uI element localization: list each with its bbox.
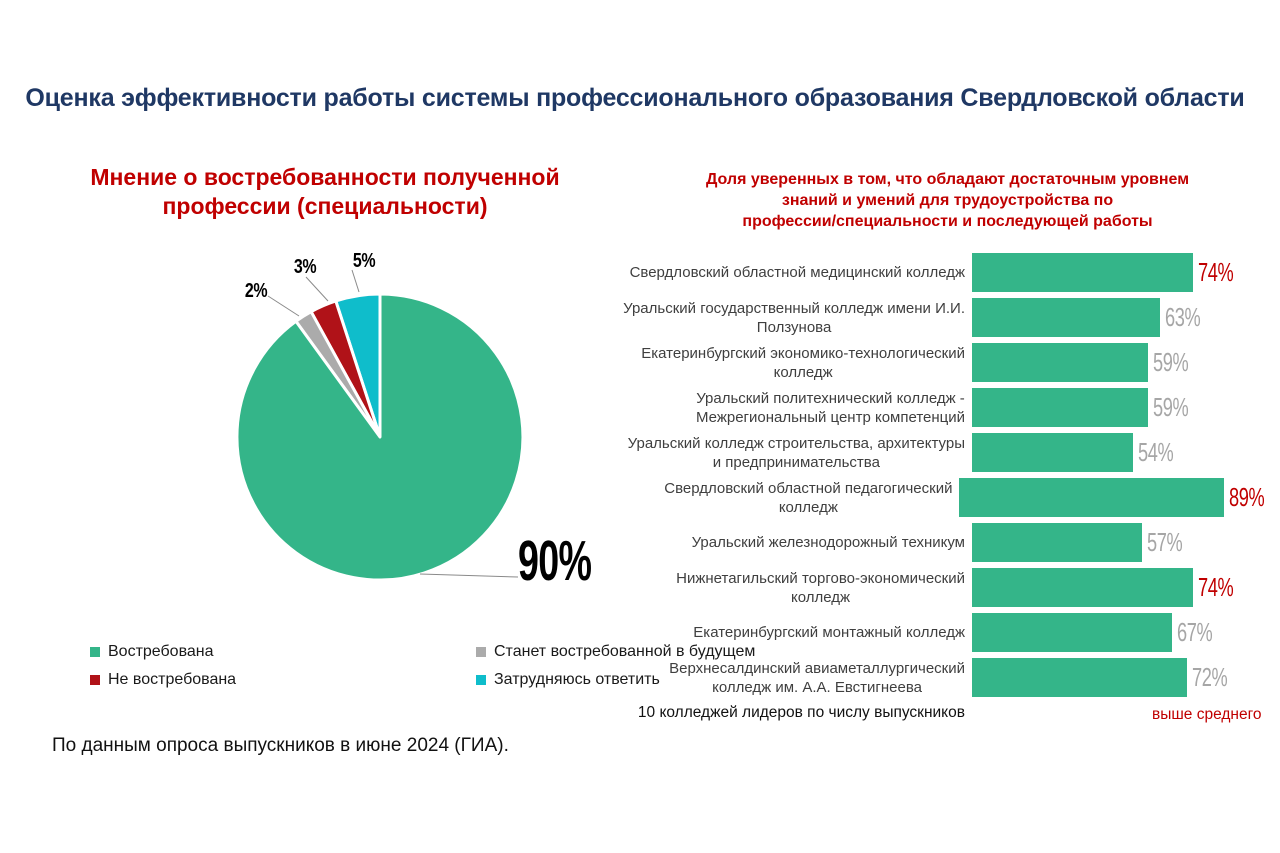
pie-value-label-3: 3% xyxy=(293,256,317,278)
pie-chart-title-line2: профессии (специальности) xyxy=(162,193,488,219)
bar-category-label: Екатеринбургский монтажный колледж xyxy=(693,624,965,641)
bar-category-label: Свердловский областной медицинский колле… xyxy=(629,264,965,281)
pie-chart-title: Мнение о востребованности полученной про… xyxy=(60,163,590,221)
bar-value-label: 54% xyxy=(1138,437,1174,467)
legend-label: Затрудняюсь ответить xyxy=(494,671,660,688)
bar-row: Уральский колледж строительства, архитек… xyxy=(620,430,1280,475)
bar-chart-title-line3: профессии/специальности и последующей ра… xyxy=(742,213,1153,230)
bar-value-label: 67% xyxy=(1177,617,1213,647)
bar-category-label: Свердловский областной педагогический кол… xyxy=(664,479,953,516)
bar-value-label: 89% xyxy=(1229,482,1265,512)
bar-value-label: 59% xyxy=(1153,347,1189,377)
bar xyxy=(972,388,1148,427)
bar-category: Верхнесалдинский авиаметаллургический кол… xyxy=(620,659,965,697)
pie-slice xyxy=(235,292,525,582)
bar-value-label: 74% xyxy=(1198,257,1234,287)
bar-category: Екатеринбургский монтажный колледж xyxy=(620,623,965,642)
legend-item: Востребована xyxy=(90,643,476,661)
bar-row: Верхнесалдинский авиаметаллургический кол… xyxy=(620,655,1280,700)
bar-chart-title: Доля уверенных в том, что обладают доста… xyxy=(655,169,1240,232)
bar-row: Уральский государственный колледж имени … xyxy=(620,295,1280,340)
legend-item: Затрудняюсь ответить xyxy=(476,671,755,689)
bar-category-label: Уральский государственный колледж имени … xyxy=(623,299,965,336)
pie-legend: Востребована Станет востребованной в буду… xyxy=(90,643,755,689)
slide-footnote: По данным опроса выпускников в июне 2024… xyxy=(52,735,509,756)
bar-category: Свердловский областной медицинский колле… xyxy=(620,263,965,282)
bar-category-label: Уральский политехнический колледж - Межре… xyxy=(695,389,965,426)
bar-chart: Свердловский областной медицинский колле… xyxy=(620,250,1280,700)
pie-value-label-90: 90% xyxy=(518,529,592,593)
legend-item: Станет востребованной в будущем xyxy=(476,643,755,661)
bar-category: Нижнетагильский торгово-экономический кол… xyxy=(620,569,965,607)
bar-value-label: 72% xyxy=(1192,662,1228,692)
leader-line-90pct xyxy=(419,573,519,578)
bar-value-label: 59% xyxy=(1153,392,1189,422)
bar-category: Уральский колледж строительства, архитек… xyxy=(620,434,965,472)
bar xyxy=(972,343,1148,382)
bar-row: Свердловский областной педагогический кол… xyxy=(620,475,1280,520)
bar-row: Нижнетагильский торгово-экономический кол… xyxy=(620,565,1280,610)
bar-category-label: Уральский железнодорожный техникум xyxy=(691,534,965,551)
bar-value-label: 63% xyxy=(1165,302,1201,332)
legend-label: Востребована xyxy=(108,643,214,660)
legend-label: Не востребована xyxy=(108,671,237,688)
bar-category: Уральский политехнический колледж - Межре… xyxy=(620,389,965,427)
legend-swatch xyxy=(90,675,100,685)
pie-value-label-2: 2% xyxy=(244,280,268,302)
bar-category-label: Верхнесалдинский авиаметаллургический кол… xyxy=(669,659,965,696)
bar-category-label: Уральский колледж строительства, архитек… xyxy=(627,434,965,471)
bar-category-label: Нижнетагильский торгово-экономический кол… xyxy=(676,569,965,606)
bar xyxy=(972,613,1172,652)
bar-row: Уральский политехнический колледж - Межре… xyxy=(620,385,1280,430)
bar-row: Уральский железнодорожный техникум 57% xyxy=(620,520,1280,565)
pie-value-label-5: 5% xyxy=(352,250,376,272)
leader-line-5pct xyxy=(351,269,360,293)
page-title: Оценка эффективности работы системы проф… xyxy=(25,84,1245,112)
legend-swatch xyxy=(90,647,100,657)
bar-category: Свердловский областной педагогический кол… xyxy=(620,479,952,517)
bar-category: Уральский железнодорожный техникум xyxy=(620,533,965,552)
bar-chart-title-line2: знаний и умений для трудоустройства по xyxy=(781,192,1114,209)
above-average-label: выше среднего xyxy=(1152,706,1262,723)
bar-category: Екатеринбургский экономико-технологическ… xyxy=(620,344,965,382)
bar-chart-title-line1: Доля уверенных в том, что обладают доста… xyxy=(705,171,1190,188)
bar xyxy=(959,478,1225,517)
bar xyxy=(972,298,1160,337)
bar-row: Екатеринбургский монтажный колледж 67% xyxy=(620,610,1280,655)
bar xyxy=(972,523,1142,562)
bar-chart-note: 10 колледжей лидеров по числу выпускнико… xyxy=(637,704,965,721)
bar-row: Екатеринбургский экономико-технологическ… xyxy=(620,340,1280,385)
bar-row: Свердловский областной медицинский колле… xyxy=(620,250,1280,295)
pie-chart xyxy=(235,269,525,582)
bar xyxy=(972,658,1187,697)
bar-category: Уральский государственный колледж имени … xyxy=(620,299,965,337)
leader-line-3pct xyxy=(305,276,329,302)
bar xyxy=(972,433,1133,472)
bar xyxy=(972,568,1193,607)
bar-category-label: Екатеринбургский экономико-технологическ… xyxy=(641,344,965,381)
leader-line-2pct xyxy=(267,295,300,317)
pie-chart-title-line1: Мнение о востребованности полученной xyxy=(90,164,560,190)
bar xyxy=(972,253,1193,292)
legend-swatch xyxy=(476,647,486,657)
bar-value-label: 74% xyxy=(1198,572,1234,602)
legend-swatch xyxy=(476,675,486,685)
legend-item: Не востребована xyxy=(90,671,476,689)
bar-value-label: 57% xyxy=(1147,527,1183,557)
legend-label: Станет востребованной в будущем xyxy=(494,643,756,660)
